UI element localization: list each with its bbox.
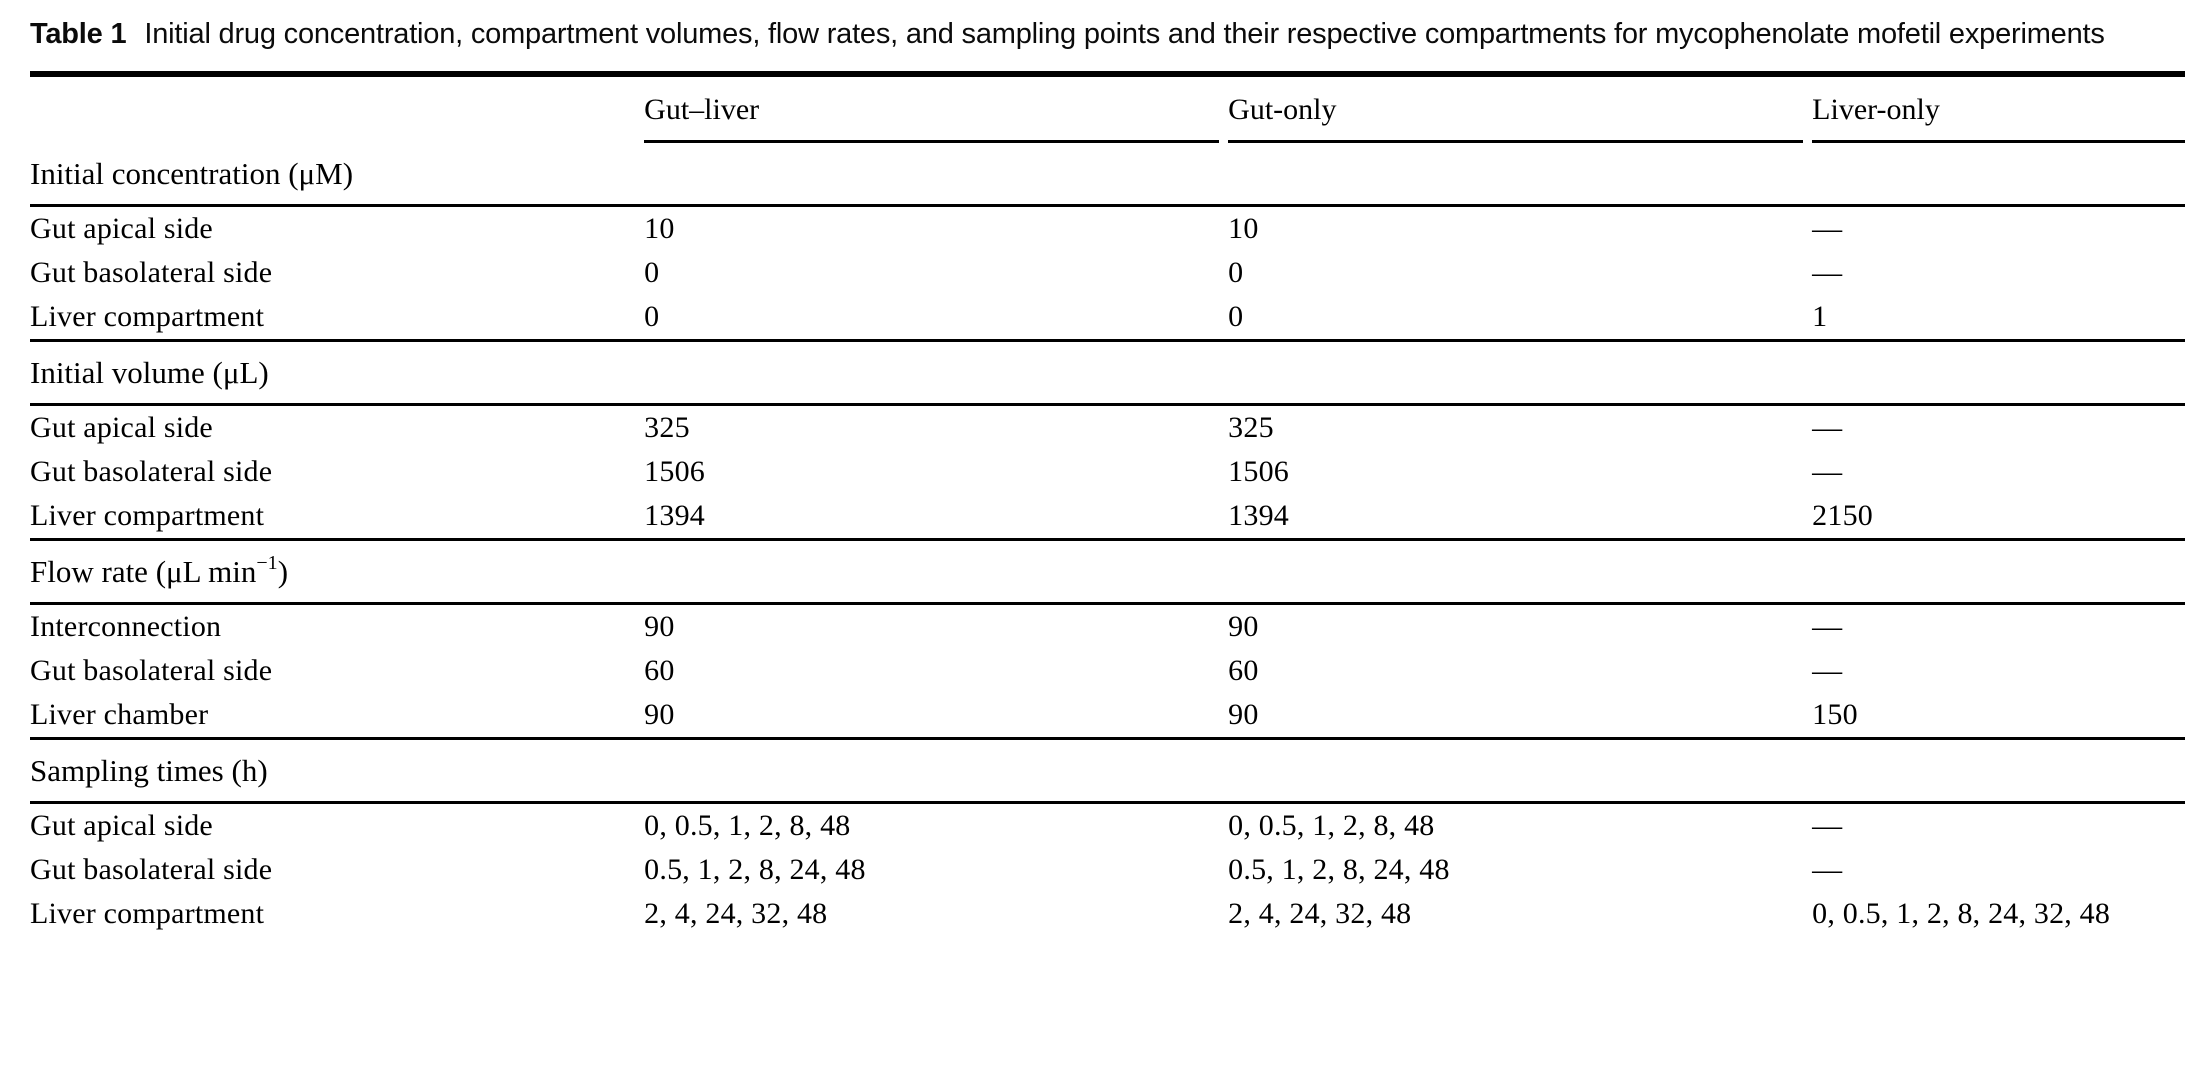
cell-liver-only: —	[1812, 212, 1843, 245]
cell-gut-only: 90	[1228, 610, 1259, 643]
cell-gut-liver: 90	[644, 698, 675, 731]
row-label: Interconnection	[30, 610, 222, 643]
cell-gut-liver: 0, 0.5, 1, 2, 8, 48	[644, 809, 851, 842]
row-label: Gut apical side	[30, 809, 213, 842]
column-header-label: Gut-only	[1228, 93, 1337, 126]
column-header-gut-liver: Gut–liver	[644, 74, 1228, 143]
data-table: Gut–liver Gut-only Liver-only Initial co…	[30, 71, 2185, 936]
cell-gut-liver: 0	[644, 256, 660, 289]
table-caption-text: Initial drug concentration, compartment …	[144, 18, 2105, 50]
column-header-label: Liver-only	[1812, 93, 1940, 126]
cell-gut-liver: 2, 4, 24, 32, 48	[644, 897, 828, 930]
section-title-initial-concentration: Initial concentration (μM)	[30, 143, 2185, 207]
column-header-label: Gut–liver	[644, 93, 760, 126]
column-header-blank	[30, 74, 644, 143]
row-label: Gut basolateral side	[30, 256, 273, 289]
section-title-sampling-times: Sampling times (h)	[30, 737, 2185, 804]
cell-gut-only: 1394	[1228, 499, 1289, 532]
cell-liver-only: —	[1812, 654, 1843, 687]
cell-gut-only: 60	[1228, 654, 1259, 687]
cell-gut-only: 0.5, 1, 2, 8, 24, 48	[1228, 853, 1450, 886]
table-row: Gut apical side 0, 0.5, 1, 2, 8, 48 0, 0…	[30, 803, 2185, 849]
row-label: Liver compartment	[30, 897, 265, 930]
cell-gut-only: 10	[1228, 212, 1259, 245]
cell-gut-liver: 1394	[644, 499, 705, 532]
cell-gut-only: 0	[1228, 256, 1244, 289]
table-row: Liver chamber 90 90 150	[30, 693, 2185, 739]
cell-liver-only: —	[1812, 256, 1843, 289]
cell-gut-only: 2, 4, 24, 32, 48	[1228, 897, 1412, 930]
cell-liver-only: —	[1812, 455, 1843, 488]
row-label: Gut apical side	[30, 411, 213, 444]
table-row: Liver compartment 0 0 1	[30, 295, 2185, 341]
row-label: Gut basolateral side	[30, 654, 273, 687]
cell-gut-only: 0	[1228, 300, 1244, 333]
cell-liver-only: 2150	[1812, 499, 1873, 532]
cell-gut-liver: 0.5, 1, 2, 8, 24, 48	[644, 853, 866, 886]
cell-liver-only: —	[1812, 853, 1843, 886]
section-header-row: Flow rate (μL min−1)	[30, 538, 2185, 605]
cell-gut-liver: 90	[644, 610, 675, 643]
row-label: Gut apical side	[30, 212, 213, 245]
cell-gut-only: 90	[1228, 698, 1259, 731]
cell-liver-only: 1	[1812, 300, 1828, 333]
table-row: Gut basolateral side 1506 1506 —	[30, 450, 2185, 494]
cell-gut-only: 0, 0.5, 1, 2, 8, 48	[1228, 809, 1435, 842]
column-header-row: Gut–liver Gut-only Liver-only	[30, 74, 2185, 143]
row-label: Gut basolateral side	[30, 853, 273, 886]
cell-gut-liver: 325	[644, 411, 690, 444]
cell-liver-only: 0, 0.5, 1, 2, 8, 24, 32, 48	[1812, 897, 2111, 930]
cell-liver-only: 150	[1812, 698, 1858, 731]
cell-gut-only: 1506	[1228, 455, 1289, 488]
table-row: Gut basolateral side 60 60 —	[30, 649, 2185, 693]
cell-gut-liver: 0	[644, 300, 660, 333]
table-row: Gut basolateral side 0 0 —	[30, 251, 2185, 295]
section-title-flow-rate: Flow rate (μL min−1)	[30, 538, 2185, 605]
table-row: Liver compartment 2, 4, 24, 32, 48 2, 4,…	[30, 892, 2185, 936]
cell-gut-liver: 1506	[644, 455, 705, 488]
section-header-row: Sampling times (h)	[30, 737, 2185, 804]
section-header-row: Initial volume (μL)	[30, 339, 2185, 406]
section-title-initial-volume: Initial volume (μL)	[30, 339, 2185, 406]
table-row: Interconnection 90 90 —	[30, 604, 2185, 650]
cell-liver-only: —	[1812, 610, 1843, 643]
cell-gut-only: 325	[1228, 411, 1274, 444]
table-caption: Table 1 Initial drug concentration, compa…	[30, 12, 2185, 56]
cell-gut-liver: 60	[644, 654, 675, 687]
column-header-gut-only: Gut-only	[1228, 74, 1812, 143]
section-header-row: Initial concentration (μM)	[30, 143, 2185, 207]
table-row: Liver compartment 1394 1394 2150	[30, 494, 2185, 540]
cell-liver-only: —	[1812, 411, 1843, 444]
row-label: Liver compartment	[30, 499, 265, 532]
table-row: Gut apical side 325 325 —	[30, 405, 2185, 451]
table-row: Gut basolateral side 0.5, 1, 2, 8, 24, 4…	[30, 848, 2185, 892]
row-label: Gut basolateral side	[30, 455, 273, 488]
cell-liver-only: —	[1812, 809, 1843, 842]
cell-gut-liver: 10	[644, 212, 675, 245]
table-caption-number: Table 1	[30, 18, 127, 50]
row-label: Liver compartment	[30, 300, 265, 333]
table-row: Gut apical side 10 10 —	[30, 206, 2185, 252]
column-header-liver-only: Liver-only	[1812, 74, 2185, 143]
row-label: Liver chamber	[30, 698, 209, 731]
